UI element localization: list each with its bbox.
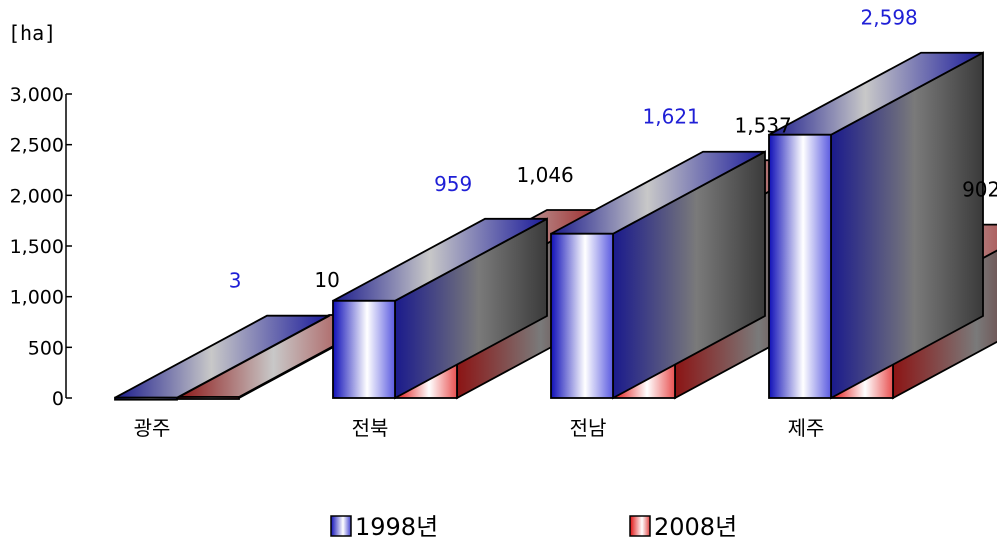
legend-item-2008: 2008년 [629,513,737,541]
bar-front [114,396,178,401]
category-label: 전남 [570,416,607,440]
value-label-2008: 1,046 [517,163,574,187]
y-tick-label: 1,500 [10,236,64,258]
value-label-2008: 1,537 [735,113,792,137]
category-labels: 광주 전북 전남 제주 [134,416,825,440]
bar-1998 [550,150,766,400]
bars [114,51,997,401]
category-label: 전북 [352,416,389,440]
bar-front [550,232,614,399]
bar-front [768,133,832,399]
y-tick-label: 500 [28,337,64,359]
legend-label-1998: 1998년 [355,513,438,541]
category-label: 광주 [134,416,171,440]
y-unit-label: [ha] [8,21,56,45]
y-tick-label: 2,000 [10,185,64,207]
y-tick-label: 1,000 [10,287,64,309]
y-tick-label: 0 [52,388,64,410]
bar-1998 [768,51,984,400]
bar-group [768,51,997,400]
value-label-1998: 1,621 [643,105,700,129]
legend: 1998년 2008년 [330,513,737,541]
value-label-1998: 3 [229,269,242,293]
y-tick-label: 3,000 [10,84,64,106]
bar-front [332,299,396,399]
legend-swatch-2008 [629,515,651,537]
category-label: 제주 [788,416,825,440]
y-axis: 0 500 1,000 1,500 2,000 2,500 3,000 [10,84,72,410]
value-label-2008: 902 [962,178,997,202]
legend-swatch-1998 [330,515,352,537]
bar-1998 [114,314,330,401]
legend-item-1998: 1998년 [330,513,438,541]
bar-1998 [332,217,548,400]
value-labels: 3 10 959 1,046 1,621 1,537 2,598 902 [229,6,997,293]
value-label-1998: 959 [434,172,472,196]
bar-front [176,396,240,400]
legend-label-2008: 2008년 [654,513,737,541]
value-label-1998: 2,598 [861,6,918,30]
value-label-2008: 10 [314,268,339,292]
y-tick-label: 2,500 [10,135,64,157]
